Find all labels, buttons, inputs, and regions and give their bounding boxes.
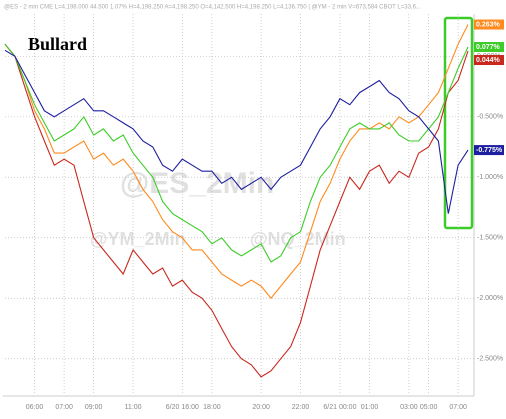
value-tag (474, 145, 504, 156)
x-tick-label: 11:00 (125, 404, 142, 411)
value-tag-label: 0.077% (476, 44, 501, 51)
watermark: @NQ_2Min (250, 229, 346, 249)
y-tick-label: -2.500% (477, 356, 503, 363)
x-tick-label: 03:00 (400, 404, 418, 411)
annotation: Bullard (28, 34, 87, 54)
value-tag (474, 42, 504, 53)
x-tick-label: 6/21 00:00 (323, 404, 356, 411)
value-tag-label: 0.044% (476, 57, 501, 64)
series-line (4, 49, 469, 214)
series-line (4, 24, 469, 300)
watermark: @ES_2Min (120, 167, 274, 200)
x-tick-label: 07:00 (55, 404, 73, 411)
x-tick-label: 22:00 (292, 404, 310, 411)
x-tick-label: 18:00 (203, 404, 221, 411)
y-tick-label: -1.500% (477, 235, 503, 242)
x-tick-label: 01:00 (361, 404, 379, 411)
watermark: @YM_2Min (90, 229, 186, 249)
y-tick-label: -1.000% (477, 174, 503, 181)
y-tick-label: -0.500% (477, 114, 503, 121)
x-tick-label: 06:00 (26, 404, 44, 411)
x-tick-label: 09:00 (85, 404, 103, 411)
value-tag (474, 19, 504, 30)
value-tag (474, 55, 504, 66)
header: @ES - 2 min CME L=4,198.000 44.500 1.07%… (4, 5, 421, 11)
x-tick-label: 6/20 16:00 (166, 404, 199, 411)
value-tag-label: 0.263% (476, 21, 501, 28)
x-tick-label: 20:00 (252, 404, 270, 411)
x-tick-label: 05:00 (420, 404, 438, 411)
series-line (4, 43, 469, 263)
y-tick-label: -2.000% (477, 295, 503, 302)
x-tick-label: 07:00 (449, 404, 467, 411)
value-tag-label: -0.775% (476, 147, 503, 154)
series-line (4, 43, 469, 378)
highlight-box (443, 16, 474, 230)
